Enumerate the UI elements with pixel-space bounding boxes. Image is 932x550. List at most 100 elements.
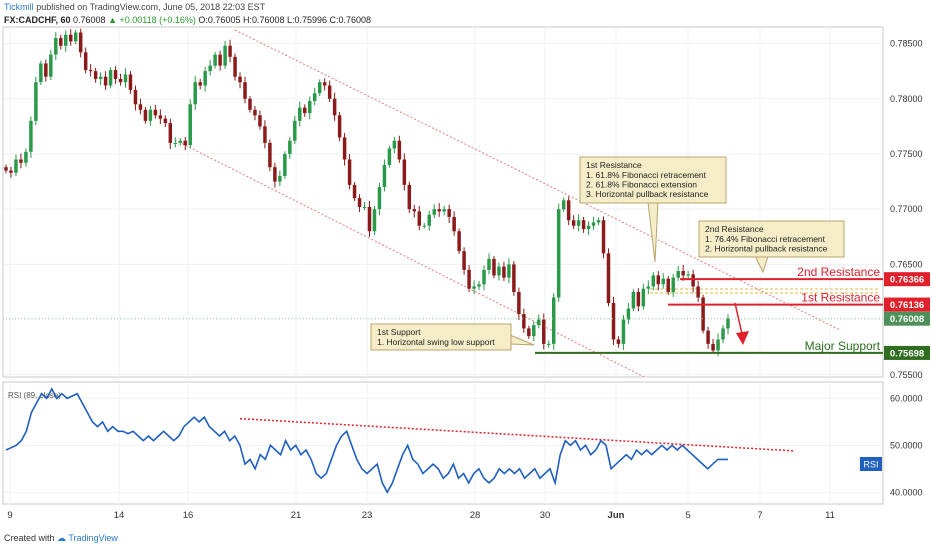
candle-body (158, 115, 163, 119)
candle (626, 303, 631, 325)
tag-second-resistance: 0.76366 (884, 272, 930, 287)
candle-body (522, 314, 526, 329)
candle (298, 101, 302, 127)
candle-body (183, 140, 187, 146)
candle (601, 216, 606, 259)
candle-body (556, 209, 561, 298)
candle (218, 50, 222, 71)
candle-body (726, 318, 730, 329)
candle-body (551, 297, 556, 344)
candle-body (138, 104, 143, 110)
candle-body (312, 93, 317, 101)
candle (322, 78, 327, 91)
candle (547, 340, 551, 348)
candle-body (337, 115, 342, 138)
candle (34, 76, 38, 126)
candle-body (213, 54, 217, 66)
candle-body (248, 98, 252, 110)
candle-body (39, 63, 43, 83)
candle (39, 60, 43, 85)
candle (392, 136, 397, 154)
candle-body (616, 339, 621, 344)
candle (357, 194, 362, 212)
candle (726, 314, 730, 335)
candle-body (4, 167, 8, 171)
ohlc-values: O:0.76005 H:0.76008 L:0.75996 C:0.76008 (198, 15, 372, 25)
candle-body (188, 104, 192, 146)
candle (19, 153, 23, 169)
callout-line: 2. 61.8% Fibonacci extension (586, 180, 697, 190)
candle (691, 269, 695, 293)
candle-body (571, 220, 576, 226)
tradingview-brand[interactable]: TradingView (68, 533, 118, 543)
callout-pointer (647, 201, 659, 263)
candle-body (417, 211, 422, 226)
candle-body (412, 209, 417, 212)
candle-body (691, 274, 695, 287)
candle (312, 87, 317, 106)
candle-body (462, 251, 466, 270)
time-tick-label: 23 (362, 510, 373, 521)
candle-body (123, 74, 128, 83)
candle-body (532, 325, 536, 337)
candle-body (113, 70, 118, 79)
symbol-label[interactable]: FX:CADCHF, 60 (4, 15, 71, 25)
candle-body (228, 45, 232, 57)
candle (517, 287, 521, 321)
candle (661, 273, 666, 289)
candle (586, 221, 591, 236)
publish-header: Tickmill published on TradingView.com, J… (4, 2, 265, 12)
candle (427, 210, 431, 231)
candle-body (268, 142, 272, 168)
candle-body (208, 65, 212, 72)
axes: 0.78500 0.78000 0.77500 0.77000 0.76500 0.755… (7, 39, 930, 521)
candle (14, 154, 18, 177)
candle-body (357, 198, 362, 207)
price-tag-bg (884, 297, 930, 312)
footer: Created with ☁ TradingView (4, 533, 118, 544)
candle (288, 136, 292, 159)
candle (621, 315, 626, 350)
candle (123, 68, 128, 88)
candle (571, 215, 576, 230)
candle-body (442, 209, 446, 212)
candle-body (397, 140, 402, 160)
candle-body (293, 120, 297, 141)
candle-body (382, 165, 387, 188)
callout-line: 1. Horizontal swing low support (377, 337, 495, 347)
rsi-badge[interactable]: RSI (860, 457, 882, 471)
candle-body (263, 126, 267, 143)
candle-body (661, 278, 666, 285)
candle-body (507, 264, 511, 278)
tag-first-resistance: 0.76136 (884, 297, 930, 312)
candle-body (98, 76, 103, 79)
time-tick-label: 14 (114, 510, 125, 521)
candle (641, 283, 646, 310)
rsi-title: RSI (89, close) (8, 391, 61, 400)
candle-body (561, 200, 566, 210)
candle (183, 136, 187, 151)
candle-body (273, 167, 277, 182)
candle-body (621, 319, 626, 344)
candle (437, 203, 441, 217)
candle-body (566, 200, 571, 221)
channel-lower-line (174, 139, 646, 377)
candle-body (636, 291, 641, 307)
price-tag-text: 0.76366 (890, 275, 924, 286)
candle (467, 264, 471, 292)
candle-body (238, 76, 242, 83)
candle-body (153, 109, 158, 116)
candle-body (641, 288, 646, 307)
candle-body (392, 140, 397, 149)
candle (268, 139, 272, 172)
callout-box (579, 156, 727, 204)
candle (178, 137, 183, 146)
candle-body (332, 98, 337, 116)
candle-body (178, 140, 183, 143)
brand-link[interactable]: Tickmill (4, 2, 34, 12)
candle (258, 110, 262, 130)
